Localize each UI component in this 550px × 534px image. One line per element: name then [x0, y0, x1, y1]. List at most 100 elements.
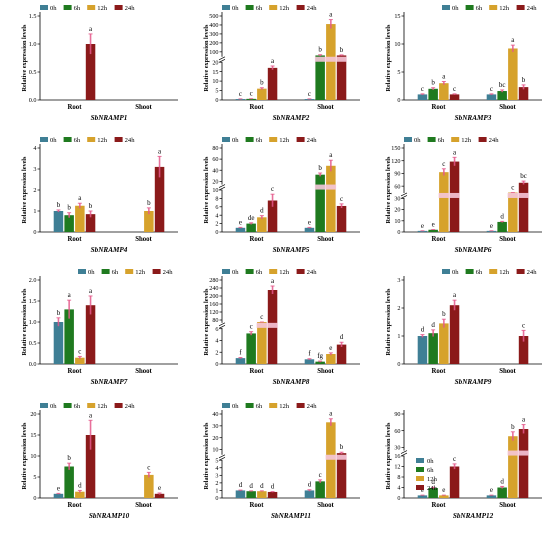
significance-letter: f	[239, 349, 242, 357]
significance-letter: bc	[520, 172, 527, 180]
gene-name: SbNRAMP8	[273, 378, 310, 386]
axis-break-gap	[401, 192, 407, 198]
significance-letter: b	[511, 423, 515, 431]
bar-break-band	[438, 192, 450, 198]
significance-letter: e	[421, 222, 424, 230]
legend-swatch-6h	[245, 269, 254, 274]
legend-swatch-12h	[489, 5, 498, 10]
y-tick-label: 0	[397, 97, 400, 104]
y-tick-label: 12	[394, 464, 400, 471]
y-tick-label: 0	[215, 361, 218, 368]
legend-label: 0h	[414, 137, 421, 144]
axis-break-gap	[219, 184, 225, 190]
legend-swatch-0h	[442, 269, 450, 274]
legend-label: 0h	[452, 269, 459, 276]
bar-0h-root	[53, 211, 64, 232]
chart-svg: Relative expression levels0123ddbaRootcS…	[385, 269, 542, 386]
significance-letter: a	[89, 287, 93, 295]
chart-panel-10: Relative expression levels 0 5 10 15 20 e b d a Ro…	[8, 400, 186, 530]
legend-label: 12h	[97, 5, 108, 12]
bar-6h-root	[428, 488, 438, 498]
y-tick-label: 2	[33, 187, 36, 194]
x-category-label: Shoot	[499, 104, 516, 111]
legend-label: 12h	[279, 137, 290, 144]
bar-12h-root	[439, 83, 449, 100]
legend-label: 12h	[461, 137, 472, 144]
legend-label: 6h	[74, 5, 81, 12]
chart-panel-9: Relative expression levels 0 1 2 3 d d b a Root c S…	[372, 266, 550, 396]
chart-panel-1: Relative expression levels 0.0 0.5 1.0 1.5 a R…	[8, 2, 186, 132]
y-tick-label: 6	[215, 326, 218, 333]
legend-label: 6h	[476, 5, 483, 12]
x-category-label: Shoot	[317, 368, 334, 375]
legend-label: 24h	[125, 403, 136, 410]
legend-swatch-24h	[114, 403, 123, 408]
y-tick-label: 40	[212, 167, 218, 174]
axis-break-mark	[218, 186, 226, 191]
bar-12h-shoot	[508, 436, 518, 498]
legend-swatch-24h	[478, 137, 487, 142]
y-tick-label: 16	[394, 453, 400, 460]
legend-swatch-0h	[222, 403, 230, 408]
significance-letter: a	[453, 148, 457, 156]
y-tick-label: 3	[215, 472, 218, 479]
significance-letter: d	[340, 333, 344, 341]
significance-letter: a	[329, 410, 333, 418]
y-tick-label: 1.0	[29, 41, 37, 48]
legend-swatch-0h	[404, 137, 412, 142]
legend-swatch-12h	[269, 5, 278, 10]
legend-label: 24h	[307, 5, 318, 12]
axis-break-gap	[219, 56, 225, 62]
y-tick-label: 0.0	[29, 97, 37, 104]
legend-label: 24h	[527, 269, 538, 276]
bar-break-band	[449, 192, 460, 198]
gene-name: SbNRAMP7	[91, 378, 128, 386]
significance-letter: c	[453, 85, 456, 93]
bar-12h-root	[439, 323, 449, 364]
legend-swatch-24h	[296, 403, 305, 408]
chart-panel-11: Relative expression levels 0 1 2 3 4 5 10 20 30 40…	[190, 400, 368, 530]
y-tick-label: 60	[394, 183, 400, 190]
gene-name: SbNRAMP5	[273, 246, 310, 254]
legend-label: 24h	[125, 5, 136, 12]
significance-letter: b	[340, 46, 344, 54]
y-tick-label: 3	[397, 277, 400, 284]
significance-letter: c	[250, 90, 253, 98]
legend-label: 0h	[50, 137, 57, 144]
legend-swatch-12h	[489, 269, 498, 274]
bar-24h-root	[267, 200, 278, 232]
significance-letter: b	[318, 164, 322, 172]
bar-12h-shoot	[144, 474, 154, 498]
bar-break-band	[518, 192, 529, 198]
legend-swatch-6h	[63, 137, 72, 142]
significance-letter: a	[78, 194, 82, 202]
y-tick-label: 20	[394, 207, 400, 214]
significance-letter: d	[500, 477, 504, 485]
bar-6h-root	[64, 309, 74, 364]
y-tick-label: 0.5	[29, 69, 37, 76]
y-tick-label: 20	[212, 435, 218, 442]
bar-6h-root	[246, 98, 256, 100]
significance-letter: b	[522, 76, 526, 84]
significance-letter: c	[490, 85, 493, 93]
significance-letter: de	[248, 214, 255, 222]
y-tick-label: 280	[209, 277, 218, 284]
chart-panel-7: Relative expression levels 0.0 0.5 1.0 1.5 2.…	[8, 266, 186, 396]
bar-0h-root	[235, 358, 246, 364]
y-tick-label: 1.5	[29, 13, 37, 20]
x-category-label: Root	[432, 502, 447, 509]
significance-letter: a	[511, 36, 515, 44]
significance-letter: f	[308, 350, 311, 358]
y-tick-label: 10	[212, 78, 218, 85]
bar-6h-shoot	[497, 487, 507, 498]
significance-letter: a	[68, 291, 72, 299]
bar-break-band	[507, 450, 519, 456]
legend-swatch-24h	[296, 137, 305, 142]
legend-label: 24h	[489, 137, 500, 144]
bar-0h-root	[417, 336, 428, 364]
y-tick-label: 240	[209, 285, 218, 292]
legend-label: 6h	[74, 137, 81, 144]
significance-letter: e	[421, 486, 424, 494]
y-tick-label: 80	[212, 145, 218, 152]
